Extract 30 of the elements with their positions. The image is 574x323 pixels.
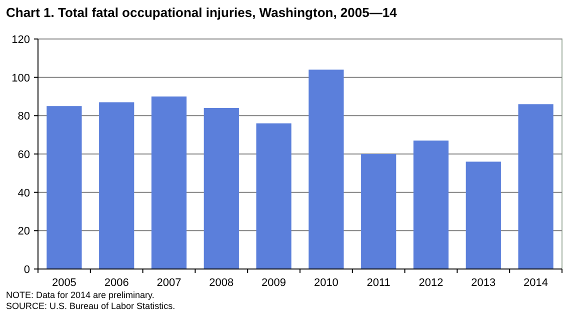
x-tick-label: 2006: [104, 277, 129, 289]
x-tick-label: 2013: [471, 277, 496, 289]
bar: [151, 96, 187, 269]
bar: [204, 108, 239, 269]
x-tick-label: 2011: [366, 277, 390, 289]
bar: [518, 104, 554, 269]
bar: [466, 162, 501, 269]
x-tick-label: 2010: [314, 277, 338, 289]
y-tick-label: 80: [18, 110, 30, 123]
y-tick-label: 120: [12, 34, 30, 46]
text: NOTE: Data for 2014 are preliminary.: [6, 290, 154, 300]
bar: [99, 102, 134, 269]
bar: [256, 123, 292, 269]
y-tick-label: 0: [24, 264, 30, 276]
source-note: SOURCE: U.S. Bureau of Labor Statistics.: [6, 301, 176, 311]
bar: [413, 140, 449, 269]
y-tick-label: 100: [12, 72, 30, 84]
x-tick-label: 2008: [209, 277, 234, 289]
x-tick-label: 2009: [262, 277, 286, 289]
chart-title: Chart 1. Total fatal occupational injuries, Washington, 2005—14: [6, 5, 398, 20]
x-tick-label: 2014: [524, 277, 548, 289]
y-tick-label: 20: [18, 226, 30, 238]
bar: [308, 70, 344, 269]
y-tick-label: 60: [18, 149, 30, 161]
bar: [46, 106, 82, 269]
x-tick-label: 2007: [156, 277, 182, 289]
bar: [361, 154, 396, 269]
x-tick-label: 2005: [52, 277, 76, 289]
y-tick-label: 40: [18, 187, 30, 200]
x-tick-label: 2012: [418, 277, 444, 289]
